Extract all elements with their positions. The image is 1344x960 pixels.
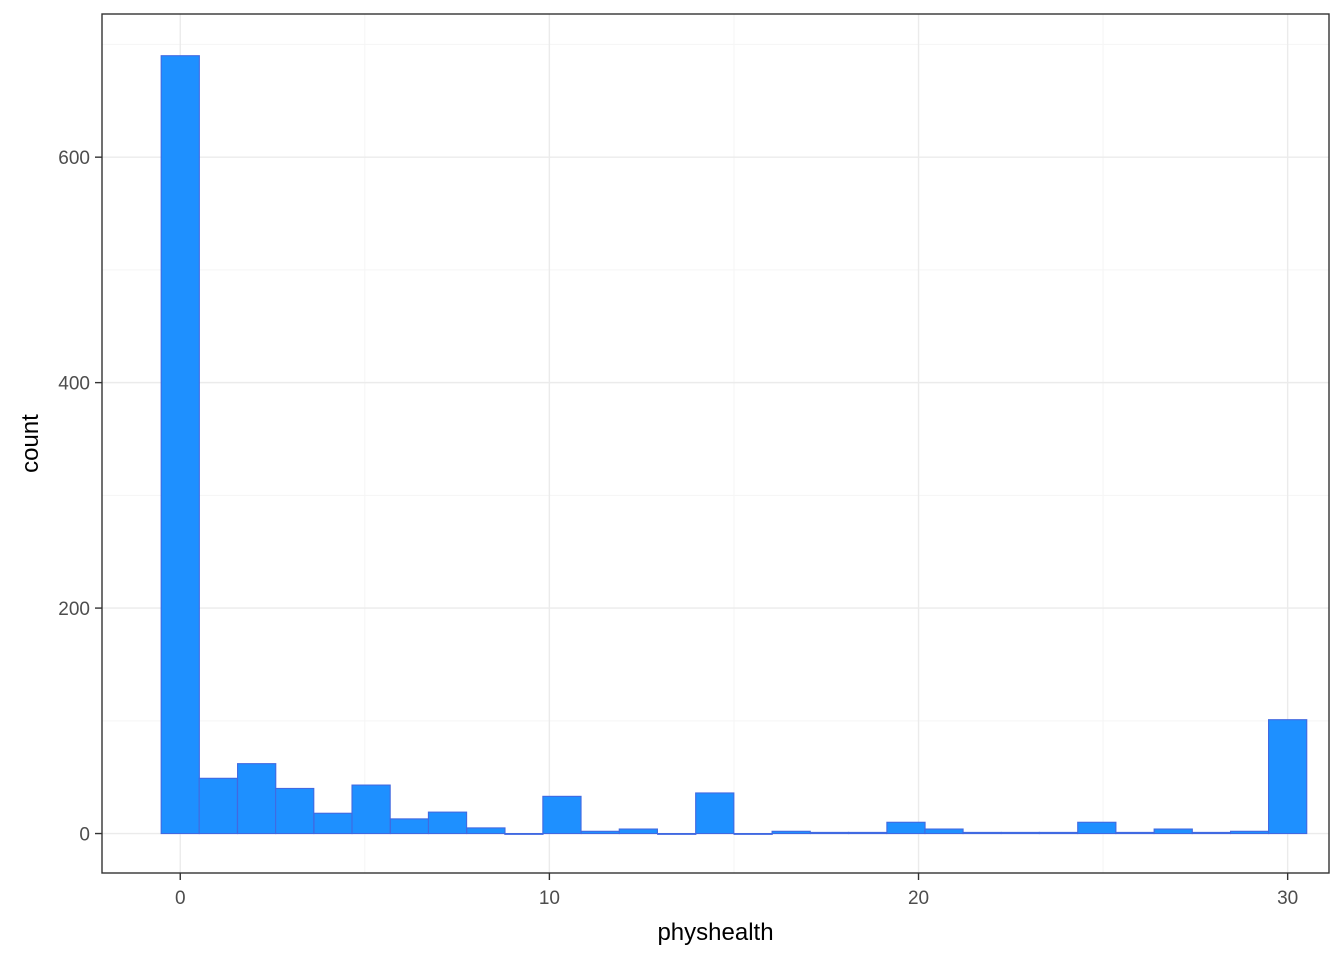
x-axis-title: physhealth (657, 919, 773, 946)
histogram-bar (1268, 719, 1308, 835)
histogram-bar (389, 818, 430, 835)
histogram-bar (542, 795, 582, 835)
x-tick-label: 10 (539, 888, 560, 909)
y-axis-title: count (17, 414, 44, 473)
histogram-bar (313, 812, 353, 835)
histogram-bar (1000, 831, 1041, 835)
histogram-bar (160, 55, 200, 835)
histogram-bar (504, 832, 544, 835)
histogram-bar (771, 830, 811, 835)
histogram-bar (618, 828, 658, 835)
histogram-bar (809, 831, 850, 835)
y-tick-label: 600 (58, 148, 90, 169)
histogram-bar (466, 827, 506, 835)
panel-border (101, 13, 1330, 874)
histogram-bar (1153, 828, 1193, 835)
histogram-bar (1115, 831, 1155, 835)
histogram-bar (351, 784, 391, 835)
histogram-bar (580, 830, 620, 835)
histogram-bar (1077, 821, 1117, 835)
x-tick-label: 20 (908, 888, 929, 909)
histogram-bar (924, 828, 964, 835)
x-tick-label: 30 (1277, 888, 1298, 909)
histogram-bar (962, 831, 1002, 835)
histogram-bars (160, 55, 1308, 835)
histogram-bar (275, 787, 315, 835)
histogram-bar (695, 792, 735, 835)
y-axis-ticks: 0 200 400 600 (58, 148, 102, 846)
histogram-bar (198, 777, 238, 835)
histogram-bar (657, 832, 697, 835)
histogram-bar (1229, 830, 1270, 835)
x-axis-ticks: 0 10 20 30 (175, 873, 1298, 909)
histogram-bar (1038, 831, 1079, 835)
histogram-bar (733, 832, 773, 835)
histogram-bar (427, 811, 468, 835)
histogram-bar (237, 763, 277, 835)
histogram-bar (847, 831, 888, 835)
x-tick-label: 0 (175, 888, 186, 909)
histogram-bar (1191, 831, 1231, 835)
y-tick-label: 400 (58, 374, 90, 395)
y-tick-label: 0 (79, 825, 90, 846)
histogram-bar (886, 821, 926, 835)
y-tick-label: 200 (58, 599, 90, 620)
